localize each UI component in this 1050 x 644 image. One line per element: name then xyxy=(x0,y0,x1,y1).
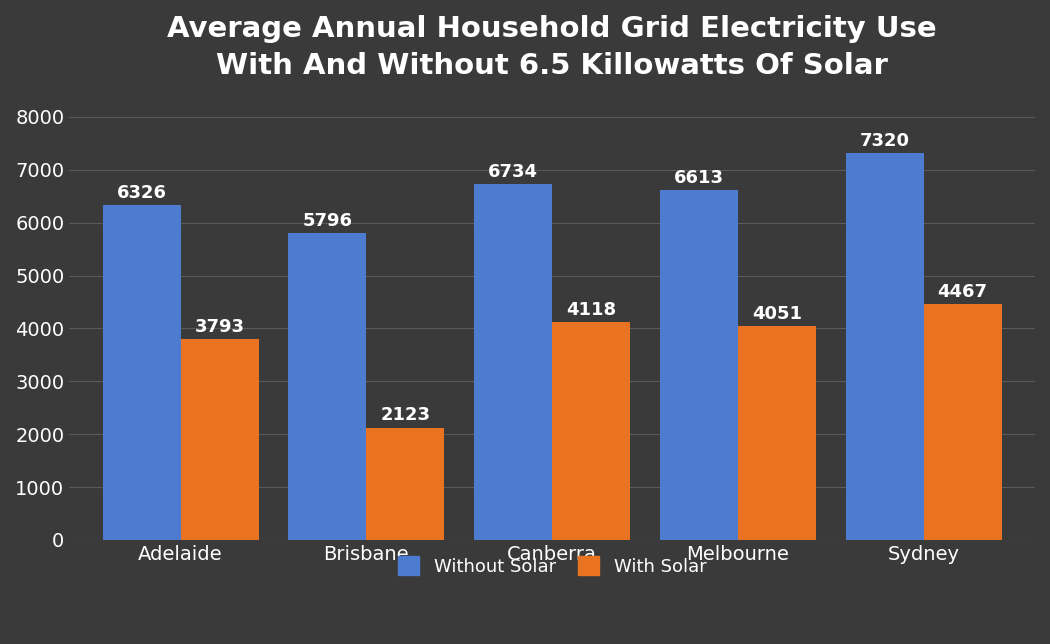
Text: 7320: 7320 xyxy=(860,131,909,149)
Text: 4118: 4118 xyxy=(566,301,616,319)
Legend: Without Solar, With Solar: Without Solar, With Solar xyxy=(388,547,715,585)
Bar xyxy=(181,339,258,540)
Bar xyxy=(366,428,444,540)
Bar xyxy=(474,184,552,540)
Text: 6734: 6734 xyxy=(488,163,538,181)
Text: 6326: 6326 xyxy=(117,184,167,202)
Bar xyxy=(103,205,181,540)
Bar xyxy=(845,153,924,540)
Bar xyxy=(289,233,366,540)
Bar xyxy=(552,322,630,540)
Text: 6613: 6613 xyxy=(674,169,723,187)
Text: 5796: 5796 xyxy=(302,213,353,231)
Title: Average Annual Household Grid Electricity Use
With And Without 6.5 Killowatts Of: Average Annual Household Grid Electricit… xyxy=(167,15,937,80)
Bar xyxy=(924,304,1002,540)
Text: 4051: 4051 xyxy=(752,305,802,323)
Text: 4467: 4467 xyxy=(938,283,988,301)
Bar xyxy=(738,326,816,540)
Bar xyxy=(659,190,738,540)
Text: 3793: 3793 xyxy=(194,318,245,336)
Text: 2123: 2123 xyxy=(380,406,430,424)
